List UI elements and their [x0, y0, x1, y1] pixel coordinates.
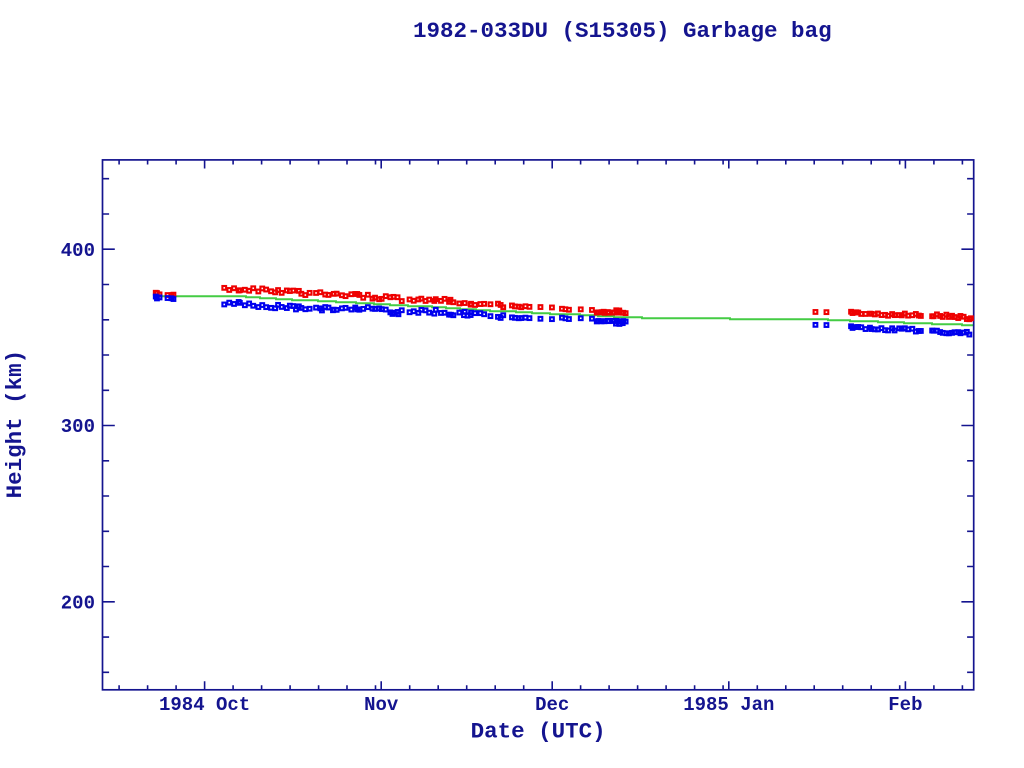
svg-text:1982-033DU (S15305) Garbage ba: 1982-033DU (S15305) Garbage bag — [413, 18, 832, 44]
svg-text:Nov: Nov — [364, 694, 399, 716]
svg-text:Height (km): Height (km) — [2, 350, 28, 499]
svg-text:Dec: Dec — [535, 694, 569, 716]
svg-text:200: 200 — [61, 592, 95, 614]
svg-text:400: 400 — [61, 240, 95, 262]
svg-text:Feb: Feb — [888, 694, 922, 716]
svg-text:1984 Oct: 1984 Oct — [159, 694, 250, 716]
svg-text:1985 Jan: 1985 Jan — [683, 694, 774, 716]
svg-text:300: 300 — [61, 416, 95, 438]
svg-text:Date (UTC): Date (UTC) — [471, 718, 606, 744]
